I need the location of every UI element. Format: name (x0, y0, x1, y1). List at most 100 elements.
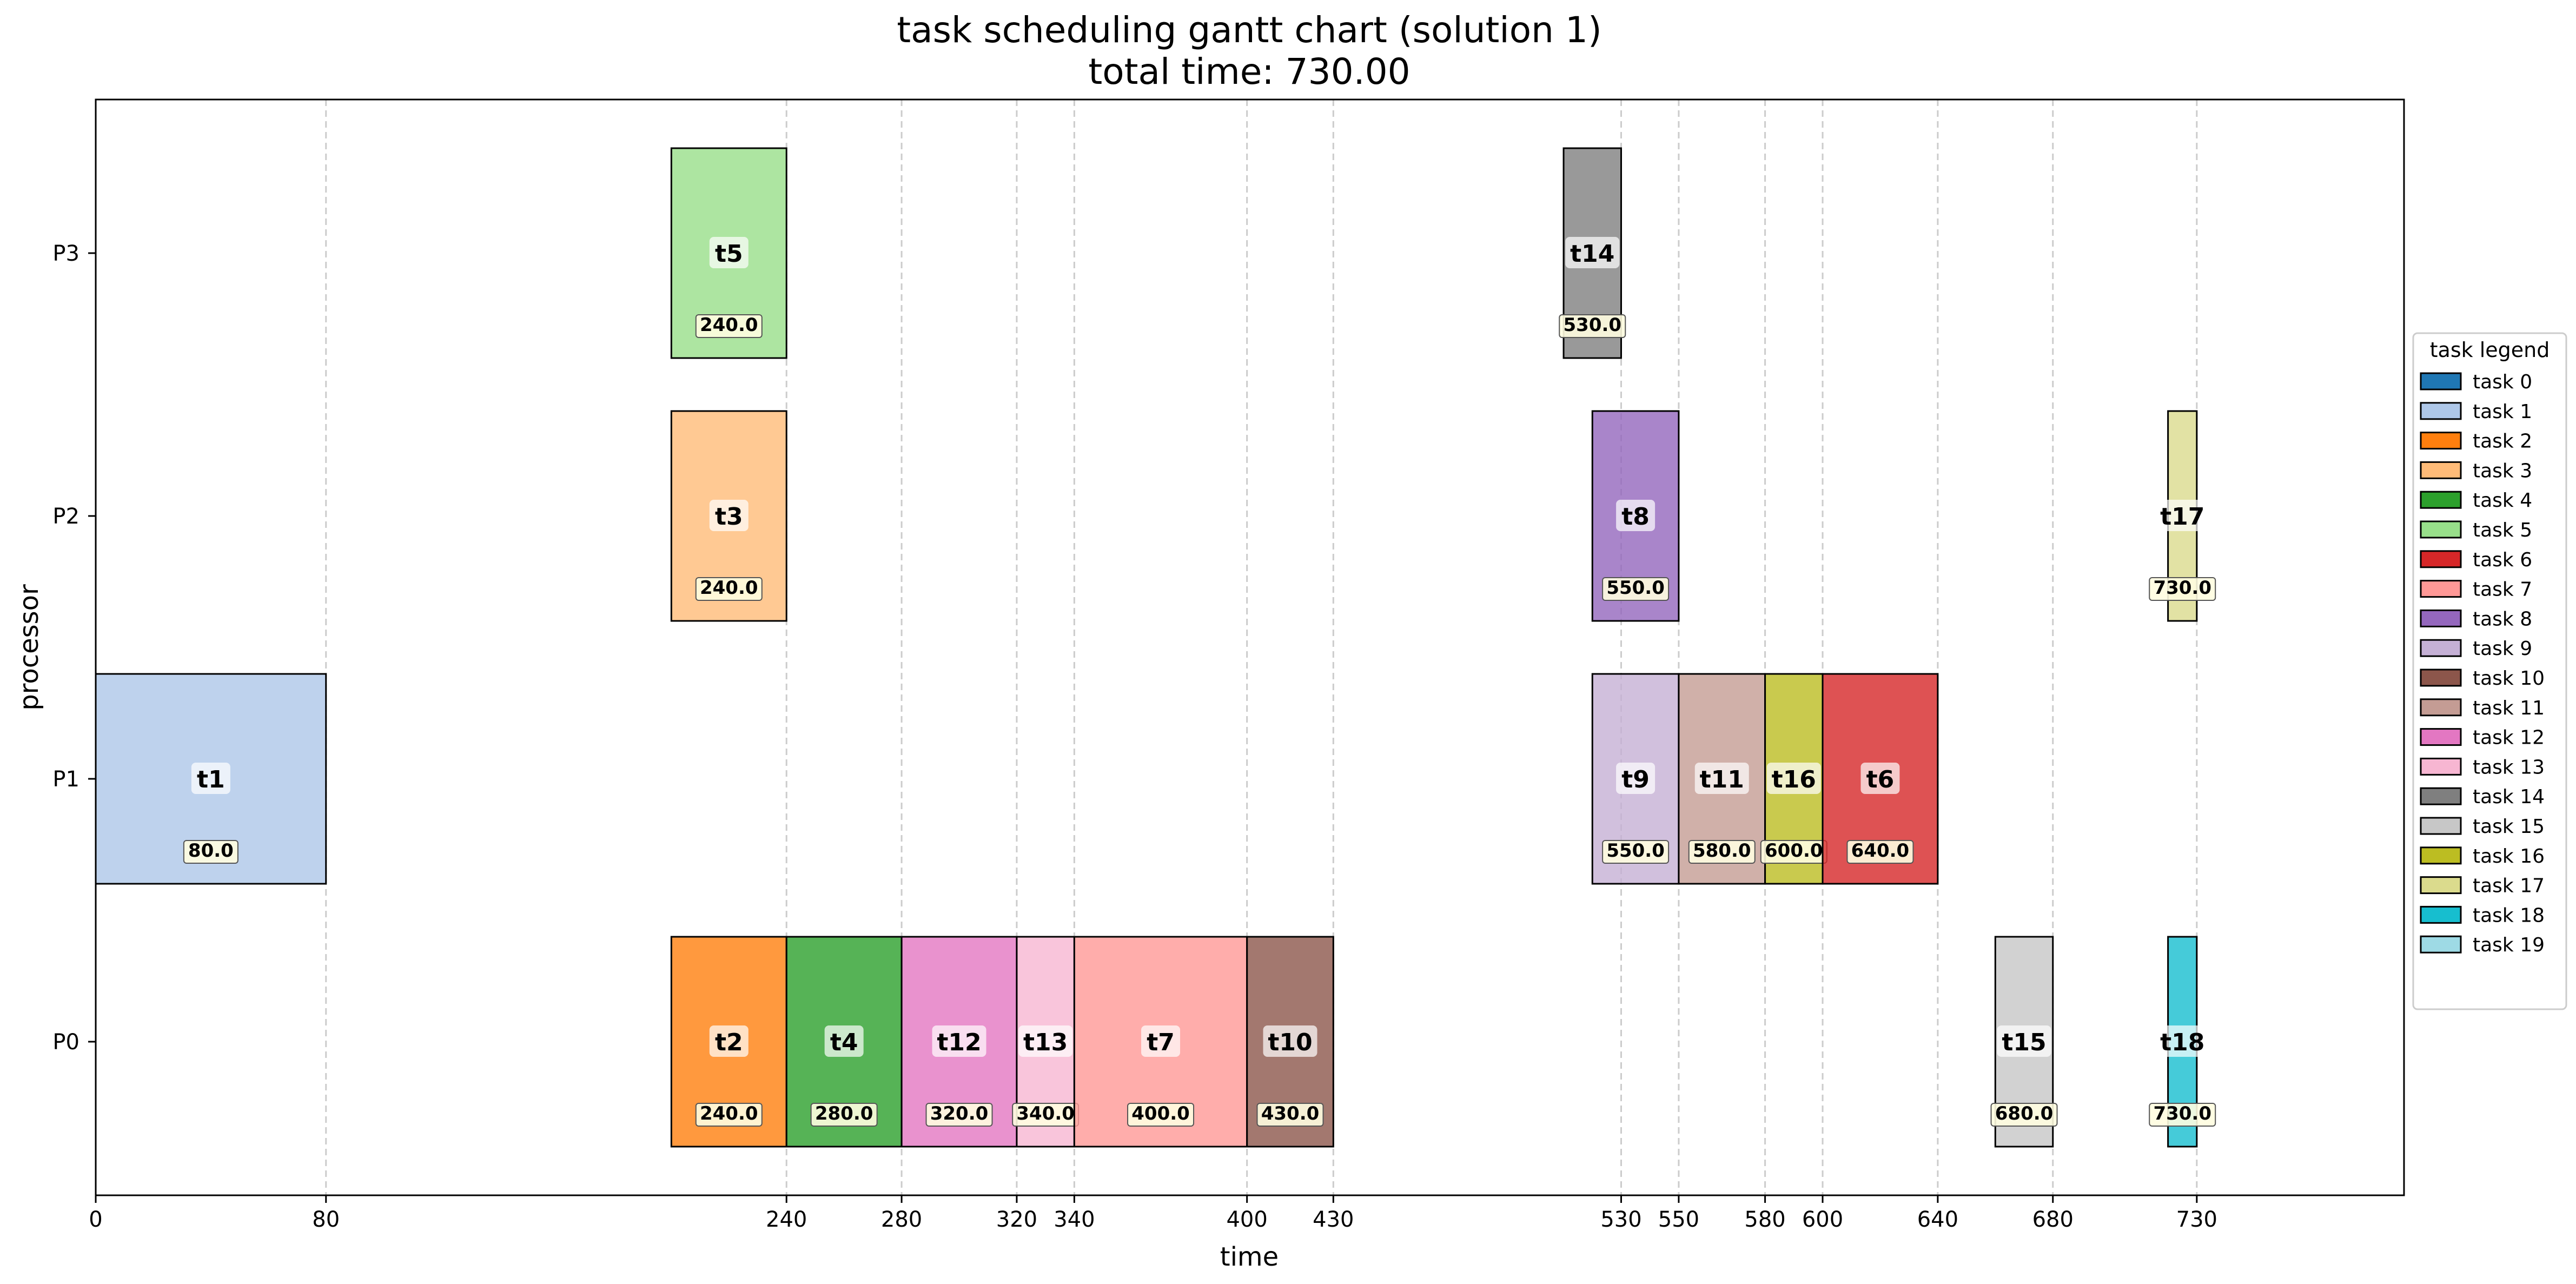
legend-swatch (2420, 372, 2462, 391)
task-bars: t1 80.0 t2 240.0 t3 240.0 t5 240.0 t4 280.0 t12 320… (95, 147, 2216, 1148)
task-name-label: t16 (1772, 766, 1816, 793)
task-name-label: t9 (1621, 766, 1650, 793)
task-name-box (1997, 1025, 2051, 1057)
legend-label: task 6 (2473, 549, 2532, 571)
legend-swatch (2420, 817, 2462, 835)
x-tick-label: 530 (1600, 1207, 1641, 1232)
task-name-box (1263, 1025, 1317, 1057)
task-name-box (709, 237, 749, 268)
task-end-box (183, 840, 239, 864)
legend-swatch (2420, 402, 2462, 420)
task-end-label: 320.0 (930, 1103, 989, 1124)
legend-label: task 10 (2473, 667, 2545, 690)
task-bar-t4: t4 280.0 (785, 936, 903, 1148)
x-axis-label: time (1220, 1242, 1279, 1272)
x-tick-label: 600 (1802, 1207, 1843, 1232)
task-end-label: 730.0 (2153, 577, 2211, 599)
task-name-box (1141, 1025, 1181, 1057)
x-tick-label: 640 (1917, 1207, 1958, 1232)
task-bar-t1: t1 80.0 (95, 673, 327, 885)
task-name-label: t12 (937, 1029, 981, 1056)
legend-swatch (2420, 609, 2462, 627)
x-tick-label: 80 (312, 1207, 340, 1232)
x-tick-label: 340 (1054, 1207, 1095, 1232)
task-name-label: t10 (1268, 1029, 1312, 1056)
task-bar-t17: t17 730.0 (2149, 410, 2216, 622)
task-bar-t2: t2 240.0 (670, 936, 787, 1148)
legend-swatch (2420, 550, 2462, 568)
legend-label: task 8 (2473, 608, 2532, 630)
legend-swatch (2420, 846, 2462, 865)
legend-swatch (2420, 491, 2462, 509)
y-axis-ticks: P0 P1 P2 P3 (52, 241, 96, 1055)
legend-label: task 5 (2473, 519, 2532, 541)
task-end-box (1127, 1103, 1195, 1127)
task-name-box (932, 1025, 986, 1057)
task-end-label: 430.0 (1261, 1103, 1320, 1124)
y-tick-label: P3 (52, 241, 80, 266)
task-end-label: 340.0 (1016, 1103, 1075, 1124)
legend-label: task 0 (2473, 371, 2532, 393)
task-end-label: 530.0 (1564, 314, 1622, 336)
task-name-box (1616, 763, 1655, 794)
task-end-box (1602, 577, 1670, 601)
task-name-box (709, 500, 749, 531)
legend-swatch (2420, 787, 2462, 805)
task-name-box (1018, 1025, 1073, 1057)
task-name-label: t14 (1570, 240, 1614, 268)
legend-swatch (2420, 639, 2462, 657)
task-name-label: t6 (1866, 766, 1895, 793)
task-end-box (925, 1103, 993, 1127)
legend-label: task 17 (2473, 875, 2545, 897)
task-name-box (709, 1025, 749, 1057)
task-name-label: t17 (2160, 503, 2204, 531)
task-name-label: t18 (2160, 1029, 2204, 1056)
task-bar-t12: t12 320.0 (900, 936, 1018, 1148)
legend-swatch (2420, 905, 2462, 924)
legend-swatch (2420, 432, 2462, 450)
task-end-label: 400.0 (1131, 1103, 1190, 1124)
legend-label: task 1 (2473, 401, 2532, 423)
task-end-label: 580.0 (1693, 840, 1751, 862)
legend-swatch (2420, 935, 2462, 954)
x-axis-ticks: 0 80 240 280 320 340 400 430 530 550 580 600 640 680 7… (89, 1195, 2217, 1232)
task-bar-t14: t14 530.0 (1559, 147, 1626, 359)
x-tick-label: 730 (2176, 1207, 2217, 1232)
legend-swatch (2420, 580, 2462, 598)
y-tick-label: P0 (52, 1030, 80, 1055)
legend-swatch (2420, 520, 2462, 539)
chart-title: task scheduling gantt chart (solution 1) (897, 9, 1601, 51)
legend-swatch (2420, 876, 2462, 895)
legend-label: task 11 (2473, 697, 2545, 719)
y-tick-label: P2 (52, 504, 80, 529)
y-tick-label: P1 (52, 767, 80, 792)
task-end-label: 600.0 (1765, 840, 1823, 862)
x-tick-label: 400 (1226, 1207, 1267, 1232)
x-tick-label: 430 (1313, 1207, 1354, 1232)
chart-subtitle: total time: 730.00 (1088, 51, 1410, 92)
legend-label: task 18 (2473, 904, 2545, 926)
legend-swatch (2420, 669, 2462, 687)
task-end-label: 640.0 (1851, 840, 1910, 862)
task-bar-t9: t9 550.0 (1591, 673, 1680, 885)
task-name-label: t15 (2002, 1029, 2046, 1056)
task-end-box (695, 314, 763, 338)
task-name-box (1616, 500, 1655, 531)
legend-label: task 7 (2473, 579, 2532, 601)
task-name-box (1694, 763, 1749, 794)
task-end-box (810, 1103, 878, 1127)
task-bar-t8: t8 550.0 (1591, 410, 1680, 622)
legend-label: task 4 (2473, 489, 2532, 512)
task-name-label: t3 (715, 503, 743, 531)
task-name-box (824, 1025, 864, 1057)
legend-label: task 3 (2473, 460, 2532, 482)
task-end-box (1256, 1103, 1324, 1127)
task-bar-t18: t18 730.0 (2149, 936, 2216, 1148)
task-end-label: 680.0 (1995, 1103, 2054, 1124)
task-bar-t7: t7 400.0 (1073, 936, 1248, 1148)
legend: task legend task 0 task 1 task 2 task 3 task … (2412, 332, 2567, 1010)
legend-swatch (2420, 757, 2462, 776)
task-name-box (191, 763, 230, 794)
task-end-label: 730.0 (2153, 1103, 2211, 1124)
